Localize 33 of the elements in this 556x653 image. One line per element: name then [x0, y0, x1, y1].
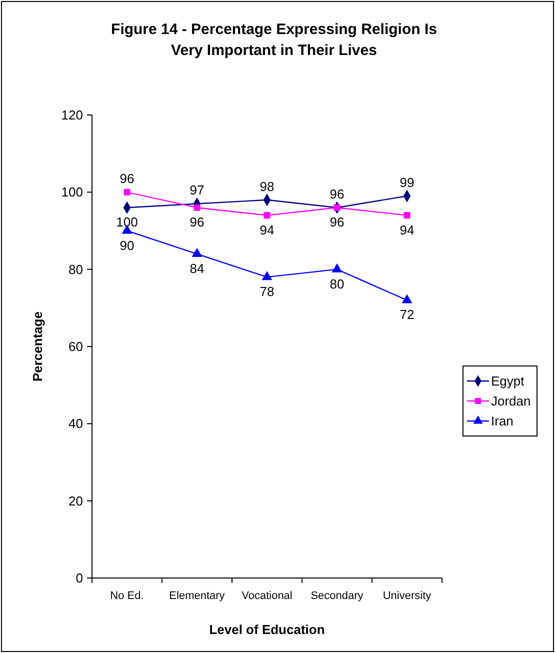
data-label: 96 — [120, 171, 134, 186]
x-tick-label: Secondary — [310, 590, 364, 602]
x-tick-label: Elementary — [169, 590, 226, 602]
data-label: 98 — [260, 178, 274, 194]
y-tick-label: 40 — [68, 416, 83, 432]
y-tick-label: 60 — [68, 339, 83, 354]
data-label: 78 — [260, 284, 274, 300]
legend-label: Jordan — [491, 394, 531, 409]
x-tick-label: Vocational — [242, 590, 292, 602]
data-label: 80 — [330, 276, 344, 292]
x-axis-title: Level of Education — [209, 622, 325, 637]
data-label: 72 — [400, 307, 414, 322]
y-tick-label: 80 — [68, 262, 83, 277]
data-label: 100 — [116, 214, 138, 230]
data-label: 94 — [400, 222, 414, 238]
data-label: 84 — [190, 260, 204, 276]
chart-title: Figure 14 - Percentage Expressing Religion Is Very Important in Their Lives — [111, 21, 437, 59]
data-label: 96 — [330, 214, 344, 230]
data-label: 97 — [190, 182, 204, 198]
legend-label: Egypt — [491, 374, 525, 389]
x-tick-label: No Ed. — [110, 590, 144, 602]
y-tick-label: 20 — [68, 493, 83, 508]
data-label: 96 — [330, 186, 344, 202]
legend-label: Iran — [491, 414, 514, 429]
data-label: 90 — [120, 238, 134, 253]
data-label: 96 — [190, 214, 204, 230]
x-tick-label: University — [382, 590, 432, 602]
data-label: 99 — [400, 175, 414, 190]
y-tick-label: 0 — [76, 570, 83, 586]
y-tick-label: 120 — [61, 108, 83, 123]
y-tick-label: 100 — [61, 184, 83, 200]
data-label: 94 — [260, 222, 274, 238]
y-axis-title: Percentage — [30, 311, 45, 382]
